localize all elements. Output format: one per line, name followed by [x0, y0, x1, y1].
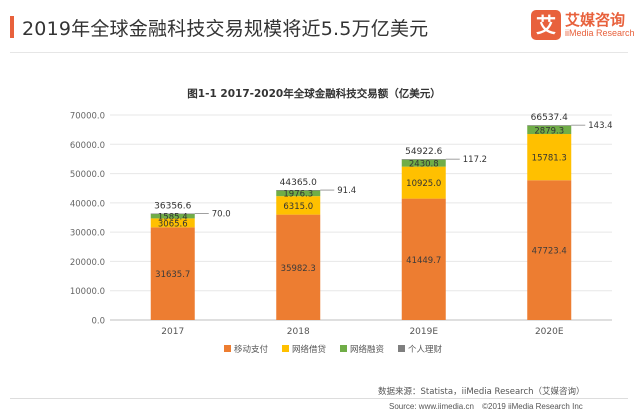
- footer-url: Source: www.iimedia.cn: [389, 402, 474, 411]
- bar-segment: [276, 190, 321, 197]
- total-label: 54922.6: [405, 147, 442, 157]
- legend-swatch: [340, 345, 347, 352]
- bar-segment: [401, 198, 446, 320]
- x-tick-label: 2019E: [409, 327, 438, 337]
- bar-segment: [276, 190, 321, 191]
- fintech-volume-chart: 图1-1 2017-2020年全球金融科技交易额（亿美元） 0.0 10000.0 2…: [70, 87, 613, 355]
- title-accent-bar: [10, 16, 14, 38]
- data-label: 143.4: [588, 121, 612, 131]
- bar-segment: [150, 213, 195, 215]
- data-label: 1585.4: [158, 213, 188, 223]
- x-tick-label: 2018: [287, 327, 310, 337]
- logo-name: 艾媒咨询: [565, 11, 626, 29]
- logo-mark: 艾: [531, 10, 561, 40]
- page-title: 2019年全球金融科技交易规模将近5.5万亿美元: [22, 18, 429, 40]
- bar-segment: [150, 213, 195, 219]
- y-tick-label: 70000.0: [70, 112, 105, 122]
- total-label: 44365.0: [280, 178, 317, 188]
- bar-segment: [276, 196, 321, 215]
- data-label: 70.0: [212, 210, 231, 220]
- legend-swatch: [398, 345, 405, 352]
- x-tick-label: 2020E: [535, 327, 564, 337]
- y-tick-label: 40000.0: [70, 199, 105, 209]
- bar-segment: [527, 125, 572, 126]
- legend-swatch: [282, 345, 289, 352]
- y-tick-label: 60000.0: [70, 141, 105, 151]
- footer-divider: [10, 398, 628, 399]
- data-label: 6315.0: [283, 202, 313, 212]
- data-label: 35982.3: [281, 264, 316, 274]
- logo-subtitle: iiMedia Research: [565, 28, 635, 38]
- y-tick-label: 0.0: [91, 317, 105, 327]
- bar-segment: [527, 134, 572, 181]
- footer-copyright: ©2019 iiMedia Research Inc: [482, 402, 583, 411]
- data-label: 2430.8: [409, 160, 439, 170]
- y-tick-label: 30000.0: [70, 229, 105, 239]
- bar-segment: [276, 214, 321, 320]
- data-label: 91.4: [337, 186, 356, 196]
- bar-segment: [401, 159, 446, 167]
- bar-segment: [527, 125, 572, 135]
- x-tick-label: 2017: [161, 327, 184, 337]
- footer: Source: www.iimedia.cn ©2019 iiMedia Res…: [383, 402, 583, 411]
- iimedia-logo: 艾 艾媒咨询 iiMedia Research: [531, 8, 635, 44]
- bar-segment: [150, 227, 195, 320]
- y-tick-label: 10000.0: [70, 287, 105, 297]
- header-divider: [10, 52, 628, 53]
- bar-segment: [401, 159, 446, 160]
- legend-label: 网络融资: [350, 344, 385, 355]
- data-label: 10925.0: [406, 179, 441, 189]
- data-label: 117.2: [463, 155, 487, 165]
- legend-label: 移动支付: [234, 344, 269, 355]
- data-source: 数据来源：Statista，iiMedia Research（艾媒咨询）: [378, 387, 585, 397]
- data-label: 47723.4: [532, 247, 567, 257]
- data-label: 1976.3: [283, 190, 313, 200]
- legend-label: 网络借贷: [292, 344, 327, 355]
- bar-segment: [150, 218, 195, 228]
- data-label: 31635.7: [155, 270, 190, 280]
- y-tick-label: 20000.0: [70, 258, 105, 268]
- legend-swatch: [224, 345, 231, 352]
- y-tick-label: 50000.0: [70, 170, 105, 180]
- legend-label: 个人理财: [408, 344, 443, 355]
- data-label: 41449.7: [406, 256, 441, 266]
- bar-segment: [401, 166, 446, 199]
- data-label: 2879.3: [534, 126, 564, 136]
- total-label: 36356.6: [154, 202, 191, 212]
- bar-segment: [527, 180, 572, 320]
- data-label: 15781.3: [532, 154, 567, 164]
- total-label: 66537.4: [531, 113, 568, 123]
- data-label: 3065.6: [158, 219, 188, 229]
- chart-title: 图1-1 2017-2020年全球金融科技交易额（亿美元）: [187, 87, 440, 100]
